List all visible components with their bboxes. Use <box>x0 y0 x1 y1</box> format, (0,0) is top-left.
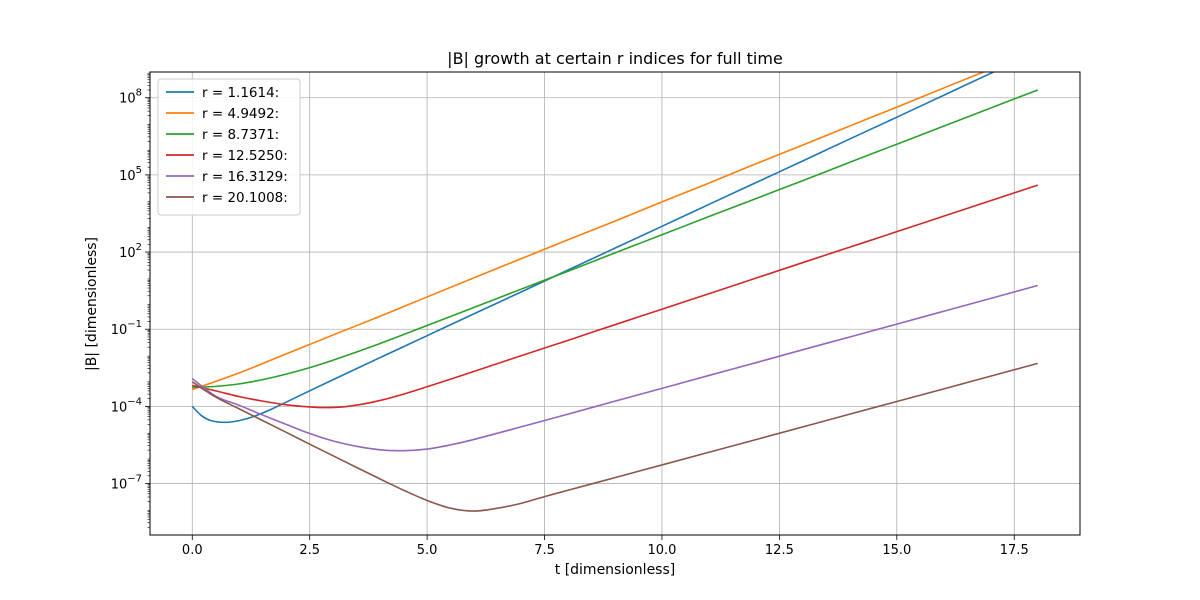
grid <box>150 72 1080 535</box>
legend: r = 1.1614: r = 4.9492: r = 8.7371: r = 12.… <box>157 78 301 216</box>
series-line-1 <box>191 72 996 424</box>
x-tick-label: 17.5 <box>1000 543 1029 558</box>
series-line-3 <box>192 89 1039 389</box>
x-axis: 0.0 2.5 5.0 7.5 10.0 12.5 15.0 17.5 <box>182 535 1029 558</box>
series-line-6 <box>191 362 1038 512</box>
series-line-5 <box>191 284 1038 452</box>
x-tick-label: 7.5 <box>534 543 555 558</box>
y-tick-label: 105 <box>119 165 142 184</box>
chart-title: |B| growth at certain r indices for full… <box>447 49 783 68</box>
x-tick-label: 2.5 <box>299 543 320 558</box>
series-line-4 <box>192 184 1038 409</box>
x-tick-label: 12.5 <box>765 543 794 558</box>
y-tick-label: 10−4 <box>111 396 142 415</box>
legend-label: r = 8.7371: <box>202 127 279 143</box>
legend-label: r = 4.9492: <box>202 106 279 122</box>
x-tick-label: 0.0 <box>182 543 203 558</box>
y-tick-label: 108 <box>119 88 142 107</box>
x-axis-label: t [dimensionless] <box>555 562 675 578</box>
x-tick-label: 15.0 <box>882 543 911 558</box>
y-axis-label: |B| [dimensionless] <box>84 237 100 371</box>
legend-label: r = 12.5250: <box>202 148 288 164</box>
plot-frame <box>149 71 1081 536</box>
series-line-2 <box>192 72 986 391</box>
x-tick-label: 10.0 <box>647 543 676 558</box>
y-tick-label: 102 <box>119 242 142 261</box>
legend-label: r = 16.3129: <box>202 169 288 185</box>
y-tick-label: 10−1 <box>111 319 142 338</box>
legend-label: r = 1.1614: <box>202 85 279 101</box>
x-tick-label: 5.0 <box>417 543 438 558</box>
legend-label: r = 20.1008: <box>202 190 288 206</box>
y-tick-label: 10−7 <box>111 474 142 493</box>
plot-area <box>191 72 1039 512</box>
y-axis: 10−7 10−4 10−1 102 105 108 <box>111 72 150 528</box>
